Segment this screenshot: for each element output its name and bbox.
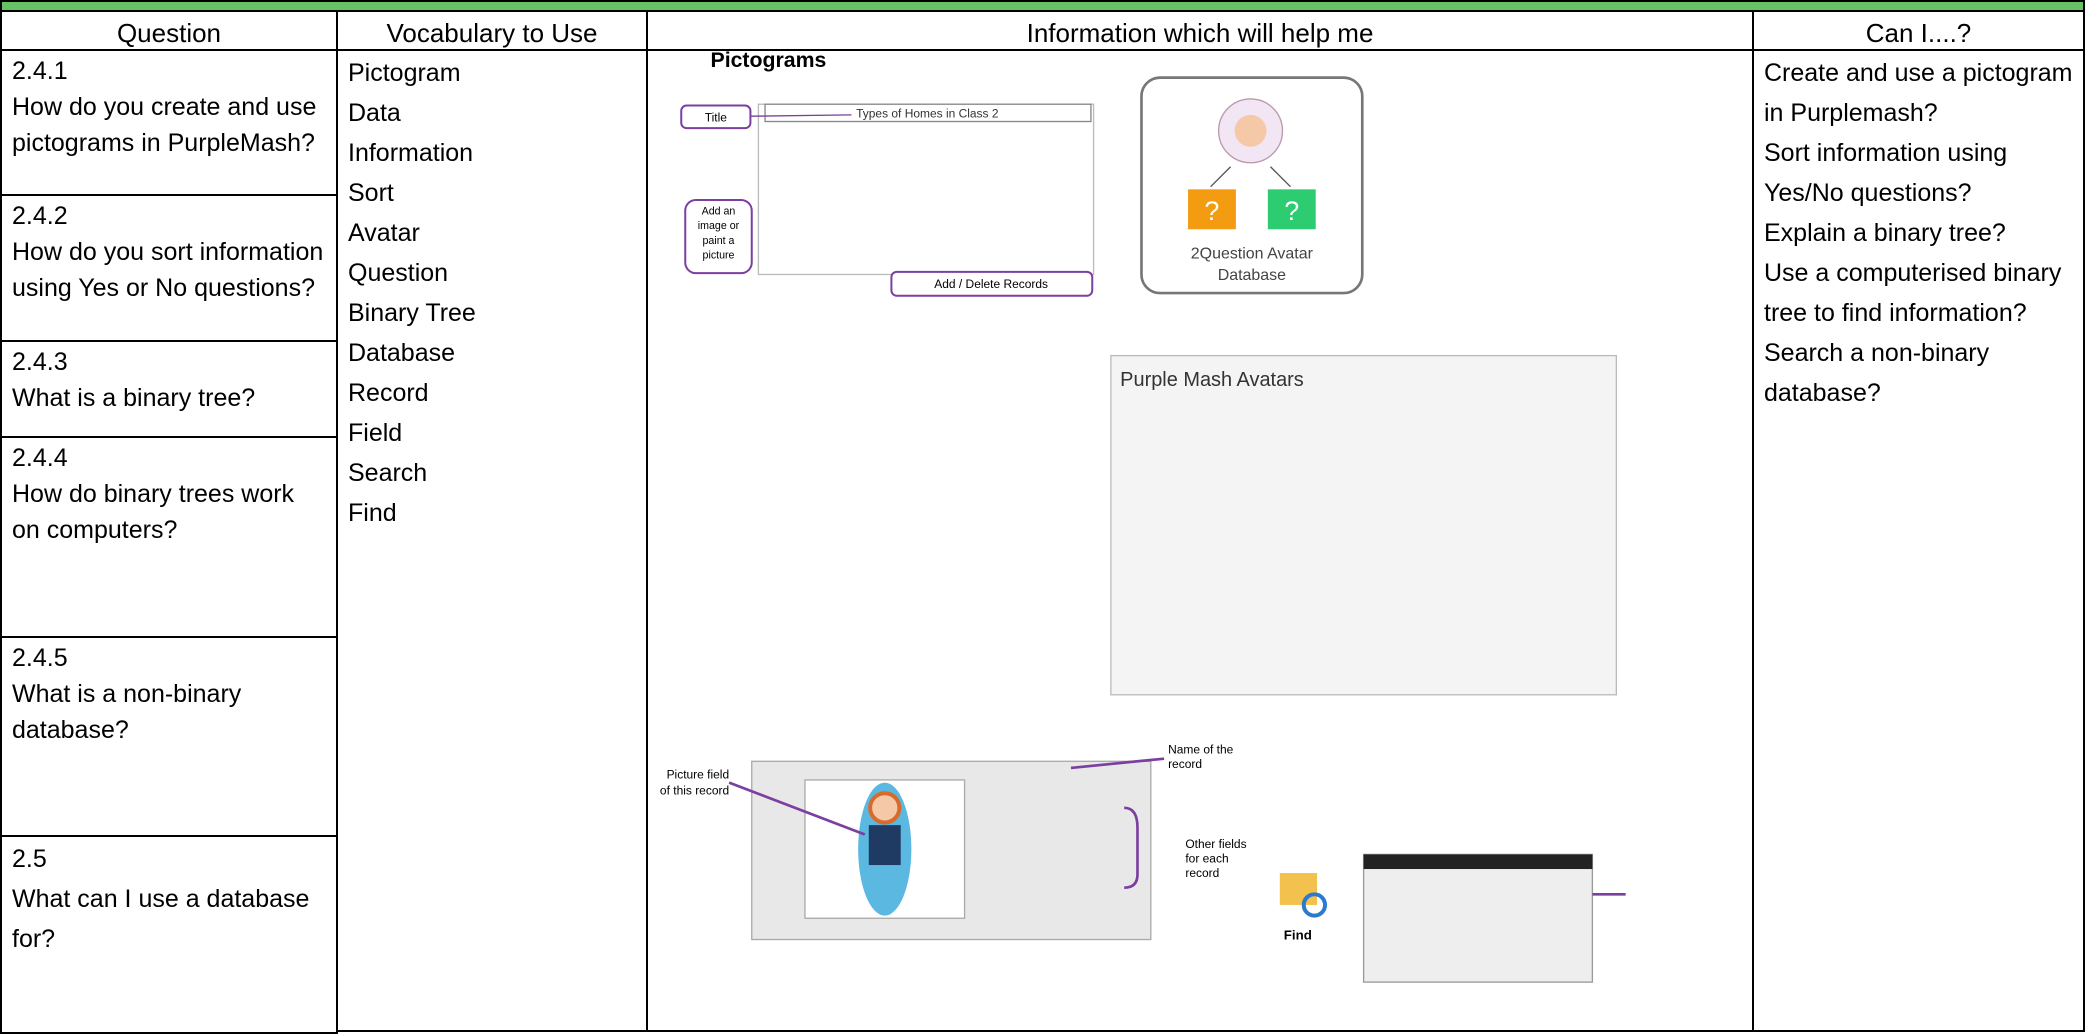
picture-label: Picture field of this record [660,768,729,798]
can-i-cell: Create and use a pictogram in Purplemash… [1752,49,2085,1032]
question-cell: 2.4.1 How do you create and use pictogram… [0,49,338,196]
chart-title-box [764,103,1092,123]
connector [1270,166,1291,188]
can-i-item: Create and use a pictogram in Purplemash… [1764,59,2073,127]
vocabulary-word: Find [348,499,397,527]
avatars-title: Purple Mash Avatars [1120,369,1304,391]
question-code: 2.4.4 [12,444,68,472]
avatar-db-label: 2Question Avatar Database [1191,246,1314,284]
image-heading: Pictograms [711,51,827,72]
fields-label: Other fields for each record [1185,837,1246,880]
find-dialog [1362,853,1594,983]
pictogram-screenshot: Types of Homes in Class 2 Title Add an im… [680,103,1095,297]
character [868,791,902,825]
question-cell: 2.4.5 What is a non-binary database? [0,636,338,837]
dialog-bar [1363,854,1593,870]
records-tag [890,270,1094,297]
pointer [750,114,852,117]
vocabulary-word: Data [348,99,401,127]
question-code: 2.5 [12,845,47,873]
vocabulary-word: Pictogram [348,59,461,87]
magnifier [1301,892,1328,918]
vocabulary-cell: Pictogram Data Information Sort Avatar Questi… [336,49,648,1032]
avatar-db-panel [1140,76,1364,295]
question-cell: 2.5 What can I use a database for? [0,835,338,1034]
vocabulary-word: Search [348,459,428,487]
question-text: What can I use a database for? [12,885,310,953]
records-tag-text: Add / Delete Records [934,277,1048,291]
hint-bubble [684,198,753,275]
question-code: 2.4.1 [12,57,68,85]
header-cell: Information which will help me [646,10,1754,51]
question-code: 2.4.5 [12,644,68,672]
header-cell: Question [0,10,338,51]
vocabulary-word: Record [348,379,429,407]
title-tag [680,104,752,130]
chart-title: Types of Homes in Class 2 [856,107,999,121]
vocabulary-word: Binary Tree [348,299,476,327]
question-text: How do binary trees work on computers? [12,480,295,544]
question-code: 2.4.2 [12,202,68,230]
question-code: 2.4.3 [12,348,68,376]
header-cell: Vocabulary to Use [336,10,648,51]
find-label: Find [1284,928,1312,943]
chart-frame [757,103,1095,276]
question-text: How do you create and use pictograms in … [12,93,317,157]
hint-text: Add an image or paint a picture [698,206,740,262]
no-box [1188,189,1236,230]
question-cell: 2.4.3 What is a binary tree? [0,340,338,438]
vocabulary-word: Question [348,259,449,287]
vocabulary-word: Information [348,139,474,167]
can-i-item: Use a computerised binary tree to find i… [1764,259,2062,327]
question-cell: 2.4.4 How do binary trees work on compute… [0,436,338,638]
title-tag-text: Title [705,111,728,125]
bracket [1124,806,1139,889]
folder-icon [1279,873,1318,905]
avatars-panel [1110,354,1617,696]
question-mark: ? [1205,196,1220,226]
header-cell: Can I....? [1752,10,2085,51]
question-cell: 2.4.2 How do you sort information using Y… [0,194,338,342]
vocabulary-word: Database [348,339,456,367]
question-mark: ? [1284,196,1299,226]
vocabulary-word: Sort [348,179,394,207]
pointer [728,781,866,836]
information-images: Pictograms Types of Homes in Class 2 Tit… [660,51,1626,983]
vocabulary-word: Avatar [348,219,420,247]
can-i-item: Sort information using Yes/No questions? [1764,139,2008,207]
can-i-item: Explain a binary tree? [1764,219,2006,247]
can-i-item: Search a non-binary database? [1764,339,1990,407]
question-text: How do you sort information using Yes or… [12,238,324,302]
vocabulary-word: Field [348,419,403,447]
information-cell: Pictograms Types of Homes in Class 2 Tit… [646,49,1754,1032]
character [868,825,901,866]
pointer [1070,757,1165,770]
avatar-face [1234,114,1267,147]
question-text: What is a non-binary database? [12,680,242,744]
name-label: Name of the record [1168,742,1234,771]
yes-box [1267,189,1316,230]
question-text: What is a binary tree? [12,384,256,412]
connector [1210,166,1232,188]
